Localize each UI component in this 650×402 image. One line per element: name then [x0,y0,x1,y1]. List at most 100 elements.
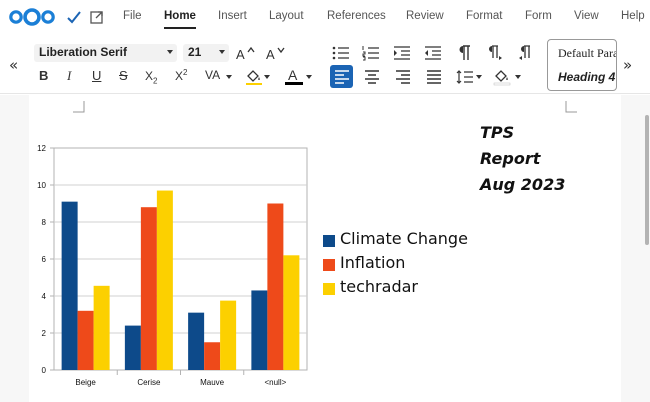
y-tick-label: 6 [42,255,47,264]
grow-font-button[interactable]: A [235,43,255,63]
chart-bar [77,310,94,370]
legend-swatch [323,259,335,271]
decrease-indent-icon [425,46,441,60]
font-size-value: 21 [188,45,202,59]
x-tick-label: Cerise [137,378,161,387]
scroll-right-chevron-icon[interactable]: » [623,56,633,74]
numbered-list-button[interactable] [361,43,381,63]
x-tick-label: Mauve [200,378,225,387]
legend-swatch [323,235,335,247]
ltr-paragraph-button[interactable] [485,43,505,63]
menu-format[interactable]: Format [466,10,503,22]
chevron-down-icon [219,50,225,54]
paragraph-background-button[interactable] [492,67,512,87]
pilcrow-rtl-icon [519,45,530,60]
toolbar: « Liberation Serif 21 A A [0,34,650,94]
align-left-icon [334,69,349,84]
page-margin-corner [73,101,85,113]
chart-bar [93,285,110,370]
report-title-line: TPS [480,123,515,142]
font-color-button[interactable]: A [284,67,304,87]
menu-review[interactable]: Review [406,10,444,22]
highlight-color-button[interactable] [244,67,264,87]
underline-button[interactable]: U [92,68,102,83]
align-right-button[interactable] [393,67,413,87]
menu-home[interactable]: Home [164,10,196,22]
italic-button[interactable]: I [67,68,72,83]
menu-form[interactable]: Form [525,10,552,22]
justify-button[interactable] [424,67,444,87]
chevron-down-icon [515,75,521,79]
legend-label: Climate Change [340,229,468,248]
font-name-select[interactable]: Liberation Serif [34,44,177,62]
line-spacing-button[interactable] [455,67,475,87]
font-color-icon: A [285,67,303,85]
active-tab-underline [164,27,196,29]
report-title-line: Aug 2023 [480,175,566,194]
chart-bar [188,312,205,370]
x-tick-label: Beige [75,378,96,387]
chevron-down-icon [167,50,173,54]
menu-help[interactable]: Help [621,10,645,22]
subscript-button[interactable]: X2 [145,69,158,86]
chart-bar [124,325,141,370]
y-tick-label: 0 [42,366,47,375]
menu-view[interactable]: View [574,10,599,22]
vertical-scrollbar[interactable] [645,115,649,245]
menu-bar: File Home Insert Layout References Revie… [0,0,650,34]
nextcloud-logo[interactable] [8,6,56,28]
bar-chart[interactable]: 0 2 4 6 8 10 12 Beige Cerise Mauve <null> [30,140,320,392]
pilcrow-icon [459,45,470,60]
style-heading-4[interactable]: Heading 4 [558,70,616,84]
chart-bar [267,203,284,370]
menu-insert[interactable]: Insert [218,10,247,22]
align-left-button[interactable] [330,65,353,88]
chart-bar [283,255,300,370]
font-name-value: Liberation Serif [39,45,128,59]
style-default-paragraph[interactable]: Default Paragraph Style [558,46,617,60]
y-tick-label: 12 [37,144,46,153]
x-tick-label: <null> [264,378,286,387]
y-tick-label: 8 [42,218,47,227]
y-tick-label: 10 [37,181,46,190]
menu-file[interactable]: File [123,10,142,22]
grow-font-icon: A [236,46,255,61]
scroll-left-chevron-icon[interactable]: « [9,56,19,74]
decrease-indent-button[interactable] [423,43,443,63]
increase-indent-button[interactable] [392,43,412,63]
rtl-paragraph-button[interactable] [516,43,536,63]
styles-preview[interactable]: Default Paragraph Style Heading 4 [547,39,617,91]
chart-bar [61,201,78,370]
paint-bucket-icon [493,70,511,86]
menu-references[interactable]: References [327,10,386,22]
superscript-button[interactable]: X2 [175,68,188,83]
menu-layout[interactable]: Layout [269,10,304,22]
formatting-marks-button[interactable] [454,43,474,63]
chart-bar [140,207,157,370]
svg-text:A: A [266,47,275,61]
chart-bar [204,342,221,370]
line-spacing-icon [456,70,473,84]
bullet-list-button[interactable] [331,43,351,63]
bullet-list-icon [332,46,349,60]
report-title-line: Report [480,149,541,168]
align-right-icon [396,70,410,84]
save-status-check-icon[interactable] [66,9,82,25]
open-external-icon[interactable] [89,9,105,25]
bold-button[interactable]: B [39,68,49,83]
shrink-font-icon: A [266,47,285,61]
character-spacing-button[interactable]: VA [205,68,221,82]
paint-bucket-icon [246,70,262,85]
chart-bar [251,290,268,370]
chart-bar [220,300,237,370]
pilcrow-ltr-icon [489,45,502,60]
strikethrough-button[interactable]: S [119,68,128,83]
align-center-button[interactable] [362,67,382,87]
y-tick-label: 4 [42,292,47,301]
shrink-font-button[interactable]: A [265,43,285,63]
font-size-select[interactable]: 21 [183,44,229,62]
legend-swatch [323,283,335,295]
chevron-down-icon [306,75,312,79]
y-tick-label: 2 [42,329,47,338]
report-title: TPS Report Aug 2023 [480,120,565,198]
